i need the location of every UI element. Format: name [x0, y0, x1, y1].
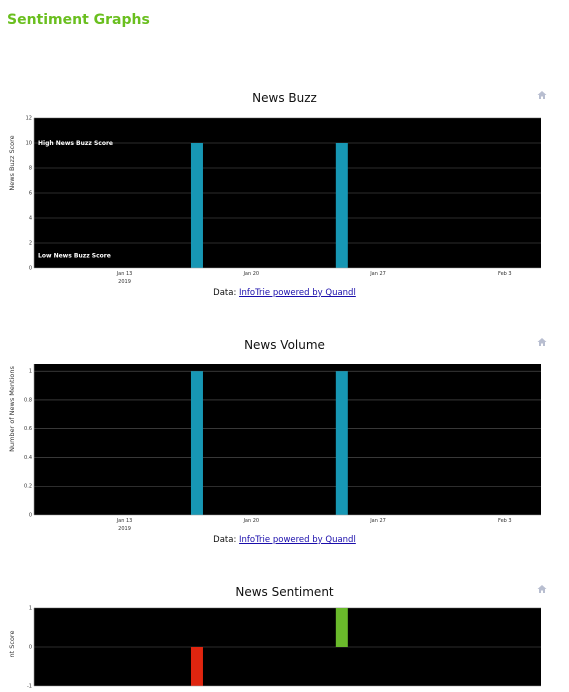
y-tick-label: 0 [29, 266, 32, 272]
y-tick-label: 0.8 [24, 397, 32, 403]
bar [190, 371, 203, 515]
y-tick-label: 0 [29, 645, 32, 651]
news-buzz-chart: 0 2 4 6 8 10 12 News Buzz Score Jan 13 2019 Jan 20… [8, 116, 541, 285]
home-icon[interactable] [537, 584, 547, 594]
chart-title-sentiment: News Sentiment [235, 585, 334, 599]
annotation-label: Low News Buzz Score [38, 253, 111, 260]
data-source-link[interactable]: InfoTrie powered by Quandl [239, 288, 356, 298]
bar [335, 608, 348, 647]
x-tick-sublabel: 2019 [118, 526, 131, 532]
data-source-volume: Data: InfoTrie powered by Quandl [0, 535, 569, 545]
annotation-label: High News Buzz Score [38, 140, 113, 147]
y-tick-label: 6 [29, 191, 32, 197]
home-icon[interactable] [537, 337, 547, 347]
x-tick-label: Jan 20 [242, 271, 259, 277]
bar [335, 143, 348, 268]
home-icon[interactable] [537, 90, 547, 100]
y-tick-label: 2 [29, 241, 32, 247]
x-tick-label: Jan 13 [116, 518, 133, 524]
data-source-prefix: Data: [213, 288, 240, 298]
bar [190, 143, 203, 268]
y-tick-label: 10 [26, 141, 32, 147]
x-tick-label: Feb 3 [498, 518, 512, 524]
chart-title-buzz: News Buzz [252, 91, 317, 105]
y-axis-label: News Buzz Score [8, 135, 16, 190]
data-source-buzz: Data: InfoTrie powered by Quandl [0, 288, 569, 298]
y-tick-label: 0.2 [24, 484, 32, 490]
y-tick-label: 1 [29, 369, 32, 375]
plot-area [34, 364, 541, 515]
chart-title-volume: News Volume [244, 338, 325, 352]
x-tick-label: Jan 20 [242, 518, 259, 524]
bar [190, 647, 203, 686]
x-tick-label: Jan 27 [369, 271, 386, 277]
y-axis-label: Number of News Mentions [8, 366, 16, 452]
bar [335, 371, 348, 515]
y-tick-label: 4 [29, 216, 32, 222]
y-tick-label: 0.4 [24, 455, 32, 461]
x-tick-label: Jan 27 [369, 518, 386, 524]
y-axis-label: nt Score [8, 631, 16, 658]
x-tick-label: Feb 3 [498, 271, 512, 277]
page-title: Sentiment Graphs [7, 12, 150, 28]
y-tick-label: 12 [26, 116, 32, 122]
y-tick-label: 1 [29, 606, 32, 612]
y-tick-label: 8 [29, 166, 32, 172]
y-tick-label: 0.6 [24, 426, 32, 432]
data-source-link[interactable]: InfoTrie powered by Quandl [239, 535, 356, 545]
y-tick-label: 0 [29, 513, 32, 519]
data-source-prefix: Data: [213, 535, 240, 545]
x-tick-label: Jan 13 [116, 271, 133, 277]
news-volume-chart: 0 0.2 0.4 0.6 0.8 1 Number of News Mentions Jan… [8, 364, 541, 532]
x-tick-sublabel: 2019 [118, 279, 131, 285]
